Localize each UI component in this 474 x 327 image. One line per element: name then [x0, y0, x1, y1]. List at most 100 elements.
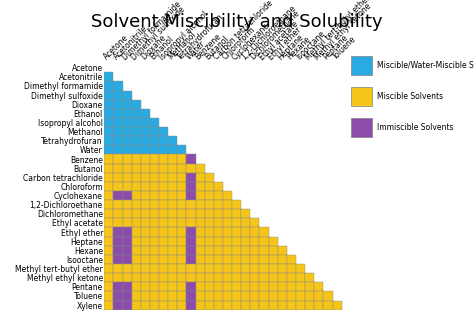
Bar [186, 228, 196, 237]
Bar [259, 291, 269, 301]
Bar [159, 228, 168, 237]
Bar [351, 87, 372, 106]
Bar [241, 218, 250, 228]
Bar [159, 191, 168, 200]
Bar [141, 182, 150, 191]
Bar [150, 255, 159, 264]
Bar [305, 291, 314, 301]
Bar [141, 255, 150, 264]
Bar [305, 282, 314, 291]
Bar [186, 164, 196, 173]
Bar [132, 127, 141, 136]
Bar [259, 255, 269, 264]
Bar [223, 282, 232, 291]
Bar [123, 118, 132, 127]
Bar [332, 301, 342, 310]
Bar [232, 282, 241, 291]
Bar [168, 301, 177, 310]
Bar [150, 218, 159, 228]
Bar [223, 301, 232, 310]
Bar [113, 154, 123, 164]
Bar [168, 154, 177, 164]
Bar [132, 273, 141, 282]
Bar [177, 200, 186, 209]
Bar [132, 173, 141, 182]
Bar [278, 255, 287, 264]
Bar [186, 282, 196, 291]
Bar [269, 291, 278, 301]
Bar [123, 173, 132, 182]
Bar [141, 118, 150, 127]
Bar [123, 301, 132, 310]
Bar [259, 228, 269, 237]
Bar [159, 145, 168, 154]
Bar [196, 182, 205, 191]
Bar [113, 127, 123, 136]
Bar [123, 237, 132, 246]
Bar [113, 301, 123, 310]
Bar [314, 291, 323, 301]
Bar [168, 273, 177, 282]
Bar [132, 100, 141, 109]
Bar [223, 191, 232, 200]
Bar [113, 273, 123, 282]
Bar [150, 282, 159, 291]
Bar [159, 237, 168, 246]
Bar [232, 237, 241, 246]
Bar [278, 301, 287, 310]
Bar [123, 127, 132, 136]
Bar [287, 273, 296, 282]
Bar [168, 237, 177, 246]
Bar [141, 173, 150, 182]
Bar [123, 154, 132, 164]
Bar [113, 218, 123, 228]
Bar [214, 291, 223, 301]
Bar [168, 291, 177, 301]
Bar [104, 237, 113, 246]
Bar [159, 200, 168, 209]
Bar [104, 282, 113, 291]
Bar [186, 246, 196, 255]
Bar [159, 291, 168, 301]
Bar [259, 237, 269, 246]
Bar [113, 164, 123, 173]
Bar [323, 291, 332, 301]
Bar [123, 264, 132, 273]
Bar [104, 118, 113, 127]
Bar [241, 255, 250, 264]
Bar [196, 301, 205, 310]
Bar [296, 282, 305, 291]
Bar [296, 301, 305, 310]
Bar [132, 237, 141, 246]
Bar [123, 164, 132, 173]
Bar [104, 81, 113, 91]
Bar [305, 301, 314, 310]
Bar [113, 228, 123, 237]
Bar [241, 246, 250, 255]
Bar [132, 209, 141, 218]
Bar [214, 191, 223, 200]
Bar [113, 109, 123, 118]
Bar [214, 228, 223, 237]
Bar [205, 301, 214, 310]
Bar [159, 282, 168, 291]
Bar [223, 200, 232, 209]
Bar [241, 237, 250, 246]
Bar [132, 291, 141, 301]
Bar [113, 264, 123, 273]
Bar [150, 145, 159, 154]
Bar [168, 255, 177, 264]
Bar [223, 228, 232, 237]
Bar [214, 255, 223, 264]
Bar [141, 200, 150, 209]
Bar [104, 109, 113, 118]
Bar [250, 237, 259, 246]
Bar [150, 291, 159, 301]
Bar [196, 282, 205, 291]
Bar [177, 246, 186, 255]
Bar [123, 228, 132, 237]
Bar [196, 164, 205, 173]
Bar [132, 109, 141, 118]
Bar [314, 301, 323, 310]
Bar [150, 209, 159, 218]
